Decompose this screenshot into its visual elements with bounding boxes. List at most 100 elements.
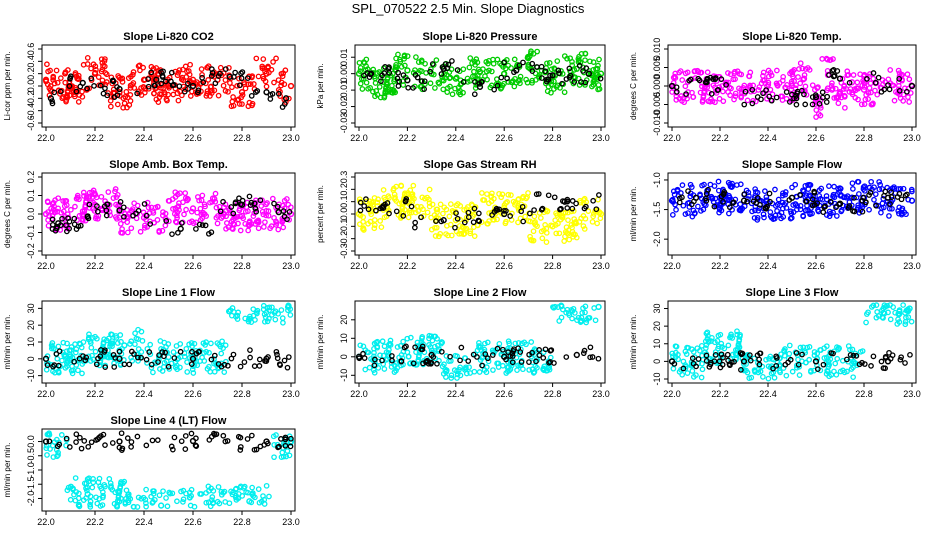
data-point <box>462 226 468 232</box>
data-point <box>412 344 418 351</box>
y-tick-label: 0.3 <box>339 171 349 184</box>
data-point <box>741 191 748 197</box>
data-point <box>485 358 492 365</box>
data-point <box>762 204 769 211</box>
data-point <box>501 210 508 218</box>
data-point <box>361 355 368 361</box>
data-point <box>217 208 224 215</box>
data-point <box>457 372 464 379</box>
data-point <box>401 53 408 60</box>
data-point <box>529 77 536 84</box>
data-point <box>418 346 424 353</box>
data-point <box>379 357 385 364</box>
data-point <box>820 209 827 215</box>
data-point <box>153 65 160 71</box>
data-point <box>274 203 281 210</box>
data-point <box>254 310 260 317</box>
data-point <box>904 71 911 78</box>
y-axis-label: degrees C per min. <box>629 52 638 120</box>
data-point <box>453 210 459 216</box>
data-point <box>252 317 258 323</box>
data-point <box>385 193 392 199</box>
plot-title: Slope Line 3 Flow <box>746 287 839 299</box>
data-point <box>556 230 563 237</box>
data-point <box>371 195 378 201</box>
data-point <box>741 101 748 108</box>
data-point <box>150 369 156 376</box>
data-point <box>746 193 752 199</box>
data-point <box>363 79 370 86</box>
data-point <box>896 87 903 94</box>
data-point <box>504 199 511 205</box>
data-point <box>181 353 188 360</box>
data-point <box>189 355 197 362</box>
data-point <box>174 191 181 198</box>
data-point <box>474 59 481 66</box>
data-point <box>841 83 847 90</box>
data-point <box>786 350 793 357</box>
data-point <box>191 340 198 347</box>
data-point <box>407 187 414 194</box>
data-point <box>501 80 507 87</box>
data-point <box>128 354 134 361</box>
data-point <box>361 72 367 79</box>
y-tick-label: -0.02 <box>339 96 349 117</box>
data-point <box>143 212 150 219</box>
data-point <box>183 345 190 352</box>
x-tick-label: 23.0 <box>282 389 300 399</box>
data-point <box>484 76 490 83</box>
data-point <box>286 209 293 215</box>
data-point <box>718 76 725 82</box>
y-tick-label: -0.2 <box>339 231 349 247</box>
data-point <box>900 185 907 192</box>
data-point <box>184 68 190 75</box>
y-axis-label: Li-cor ppm per min. <box>3 52 12 121</box>
data-point <box>668 82 676 90</box>
data-point <box>740 197 748 204</box>
data-point <box>514 367 520 374</box>
data-point <box>55 369 62 376</box>
data-point <box>874 91 881 98</box>
data-point <box>241 79 247 86</box>
data-point <box>175 229 181 236</box>
y-axis-label: ml/min per min. <box>3 315 12 370</box>
data-point <box>148 204 155 211</box>
data-point <box>573 65 580 72</box>
data-point <box>378 224 385 231</box>
y-axis-label: ml/min per min. <box>3 443 12 498</box>
data-point <box>226 308 233 315</box>
x-tick-label: 22.4 <box>447 133 465 143</box>
data-point <box>788 68 795 75</box>
data-point <box>448 372 455 379</box>
data-point <box>72 203 78 210</box>
data-point <box>161 89 168 96</box>
x-tick-label: 22.6 <box>184 261 202 271</box>
data-point <box>761 214 767 221</box>
data-point <box>271 454 277 461</box>
data-point <box>867 189 874 196</box>
data-point <box>114 191 121 198</box>
data-point <box>263 89 270 96</box>
data-point <box>712 76 719 83</box>
data-point <box>472 78 478 85</box>
x-tick-label: 22.0 <box>37 261 55 271</box>
data-point <box>862 199 869 206</box>
x-tick-label: 22.8 <box>544 261 562 271</box>
data-point <box>531 220 538 227</box>
data-point <box>216 341 222 348</box>
data-point <box>467 230 474 237</box>
data-point <box>91 208 98 214</box>
data-point <box>570 233 576 240</box>
y-tick-label: 0.0 <box>339 208 349 221</box>
data-point <box>140 84 147 91</box>
data-point <box>104 92 111 99</box>
data-point <box>888 194 895 200</box>
data-point <box>484 191 490 197</box>
data-point <box>875 74 882 81</box>
data-point <box>802 83 809 90</box>
data-point <box>421 86 427 92</box>
data-point <box>771 215 778 222</box>
data-point <box>566 236 573 243</box>
data-point <box>572 220 579 226</box>
data-point <box>92 348 99 355</box>
